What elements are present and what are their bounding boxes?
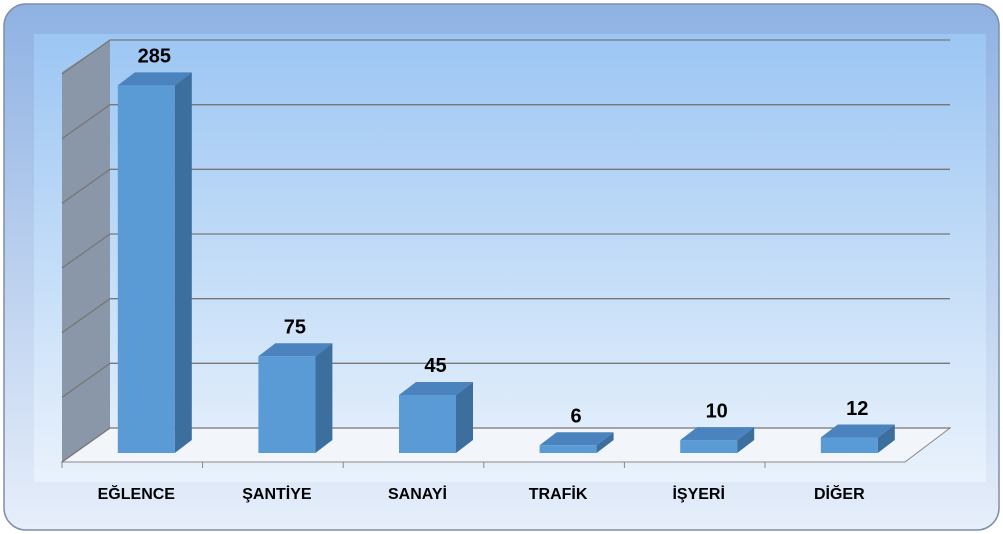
grid-line [61, 427, 950, 463]
plot-area [34, 34, 986, 482]
grid-line [61, 39, 950, 75]
data-label: 75 [284, 317, 306, 339]
floor [60, 427, 952, 463]
grid-line [61, 362, 950, 398]
bar-front [539, 445, 597, 453]
bar-top [399, 381, 473, 395]
bar [258, 343, 333, 453]
x-tick-label: ŞANTİYE [242, 485, 312, 503]
grid-line [61, 298, 950, 334]
bar-side [877, 424, 895, 453]
bar [399, 381, 473, 453]
x-tick-label: EĞLENCE [98, 484, 176, 503]
bar-top [680, 427, 755, 441]
grid-line [61, 104, 950, 140]
data-label: 10 [706, 400, 728, 422]
bar [680, 427, 755, 453]
bar-side [174, 72, 192, 453]
bar-top [117, 72, 192, 86]
grid-line [61, 168, 950, 204]
x-tick-label: İŞYERİ [672, 485, 724, 503]
bar-top [258, 343, 333, 357]
bar-top [820, 424, 895, 438]
x-tick-label: TRAFİK [529, 485, 588, 503]
data-label: 285 [138, 46, 171, 68]
bar-front [820, 437, 878, 453]
data-label: 6 [571, 406, 582, 428]
bar-top [539, 432, 614, 446]
x-tick-label: SANAYİ [388, 485, 447, 503]
bar-side [456, 381, 473, 453]
bar [117, 72, 192, 453]
data-label: 12 [846, 398, 868, 420]
x-tick-label: DİĞER [814, 484, 865, 503]
bar-side [315, 343, 333, 453]
bar-front [258, 356, 316, 453]
bar [539, 432, 614, 453]
bar-front [117, 85, 175, 453]
bar [820, 424, 895, 453]
bar-side [596, 432, 614, 453]
grid-line [61, 233, 950, 269]
data-label: 45 [424, 355, 446, 377]
bar-front [680, 440, 738, 453]
bar-front [399, 394, 456, 453]
bar-side [737, 427, 755, 453]
